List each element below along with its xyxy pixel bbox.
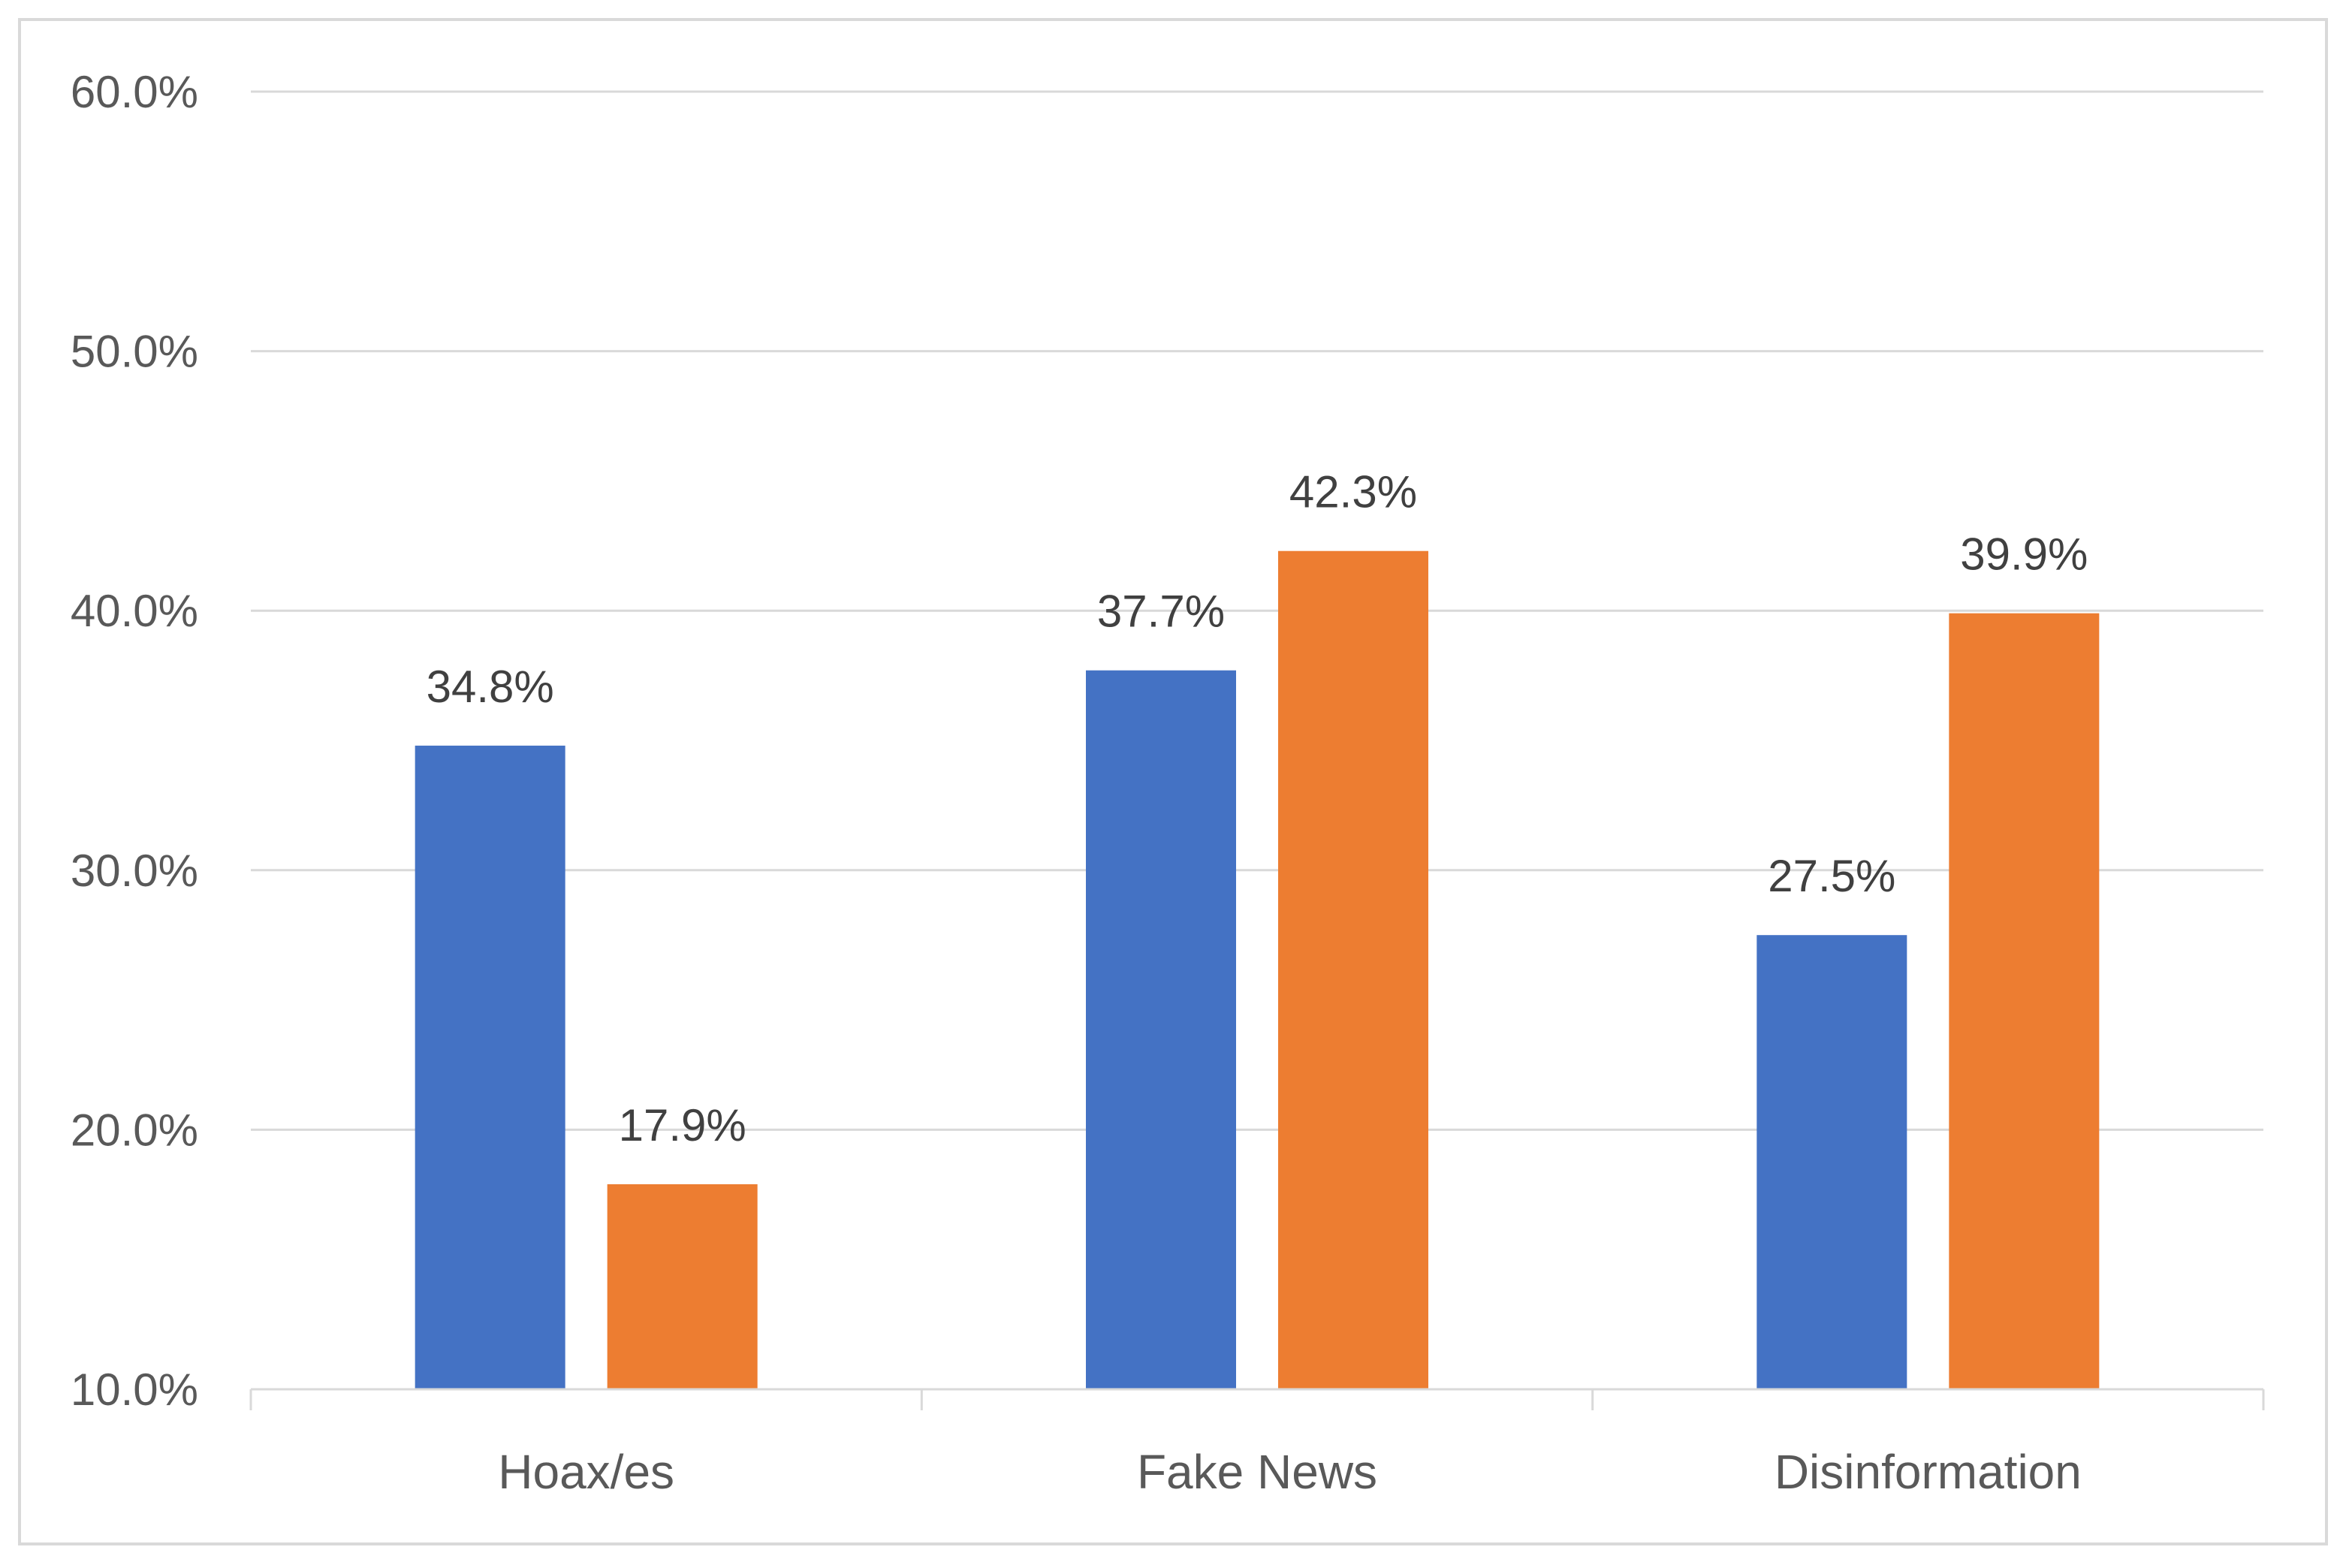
x-category-label: Disinformation [1775,1445,2082,1499]
bar-series-2 [607,1184,758,1389]
bar-series-1 [1756,935,1907,1389]
data-labels: 34.8% 17.9% 37.7% 42.3% 27.5% 39.9% [427,467,2088,1150]
bar-series-2 [1949,613,2100,1389]
bars [415,550,2100,1390]
data-label: 27.5% [1768,851,1895,901]
bar-series-1 [415,745,565,1389]
data-label: 37.7% [1097,586,1225,637]
y-axis-tick-labels: 10.0% 20.0% 30.0% 40.0% 50.0% 60.0% [71,67,198,1415]
y-tick-label: 20.0% [71,1105,198,1155]
x-category-label: Hoax/es [498,1445,674,1499]
x-category-label: Fake News [1137,1445,1377,1499]
data-label: 42.3% [1289,467,1417,517]
bar-series-1 [1086,670,1236,1389]
data-label: 34.8% [427,662,554,712]
gridlines [251,90,2263,1131]
y-tick-label: 40.0% [71,586,198,636]
y-tick-label: 10.0% [71,1364,198,1415]
x-axis: Hoax/es Fake News Disinformation [249,1388,2265,1499]
data-label: 39.9% [1960,529,2088,580]
y-tick-label: 60.0% [71,67,198,117]
data-label: 17.9% [619,1100,746,1150]
y-tick-label: 30.0% [71,846,198,896]
bar-series-2 [1278,550,1428,1390]
y-tick-label: 50.0% [71,327,198,377]
